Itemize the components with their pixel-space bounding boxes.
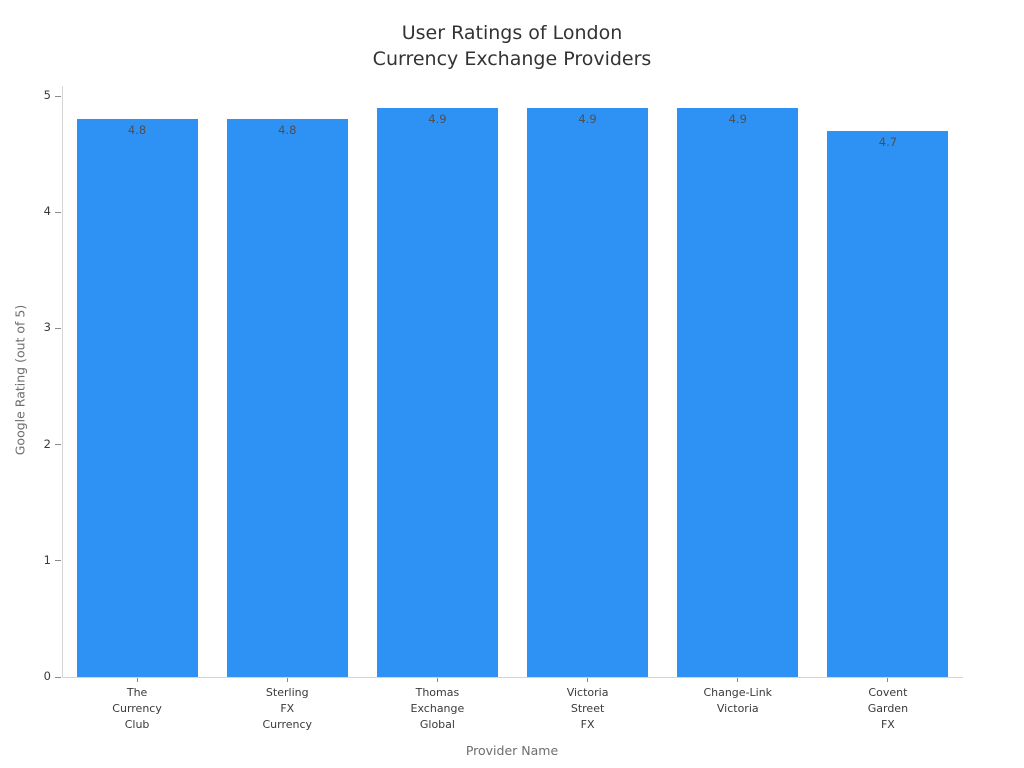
y-tick-label: 3 <box>43 320 51 335</box>
bar: 4.9 <box>376 107 498 677</box>
bar-value-label: 4.8 <box>278 123 297 138</box>
x-tick-mark <box>587 678 589 682</box>
x-axis-title: Provider Name <box>465 743 559 758</box>
y-tick-mark <box>55 95 61 97</box>
bar: 4.8 <box>76 119 198 677</box>
bar: 4.9 <box>527 107 649 677</box>
y-tick-mark <box>55 560 61 562</box>
x-tick-label: The Currency Club <box>112 686 162 731</box>
y-tick-label: 0 <box>43 669 51 683</box>
y-tick-label: 4 <box>43 204 51 219</box>
bar: 4.9 <box>677 107 799 677</box>
x-tick-mark <box>136 678 138 682</box>
x-tick-mark <box>286 678 288 682</box>
y-tick-label: 2 <box>43 436 51 451</box>
bar-value-label: 4.9 <box>428 111 447 126</box>
x-tick-label: Sterling FX Currency <box>262 686 313 731</box>
bar: 4.8 <box>226 119 348 677</box>
x-tick-mark <box>737 678 739 682</box>
bar-value-label: 4.8 <box>127 123 147 138</box>
y-tick-mark <box>55 444 61 446</box>
bar-value-label: 4.9 <box>578 111 597 126</box>
bar: 4.7 <box>827 130 949 677</box>
x-tick-label: Change-Link Victoria <box>703 686 773 715</box>
x-tick-mark <box>887 678 889 682</box>
plot-area <box>62 86 963 678</box>
x-tick-mark <box>436 678 438 682</box>
bar-value-label: 4.9 <box>728 111 747 126</box>
y-tick-label: 5 <box>43 88 51 102</box>
bar-value-label: 4.7 <box>878 134 898 149</box>
chart-title: User Ratings of London Currency Exchange… <box>372 22 652 70</box>
x-tick-label: Thomas Exchange Global <box>410 686 465 731</box>
y-tick-mark <box>55 676 61 678</box>
y-tick-mark <box>55 211 61 213</box>
x-tick-label: Covent Garden FX <box>867 686 909 731</box>
x-tick-label: Victoria Street FX <box>566 686 609 731</box>
y-tick-mark <box>55 327 61 329</box>
y-tick-label: 1 <box>43 552 51 567</box>
